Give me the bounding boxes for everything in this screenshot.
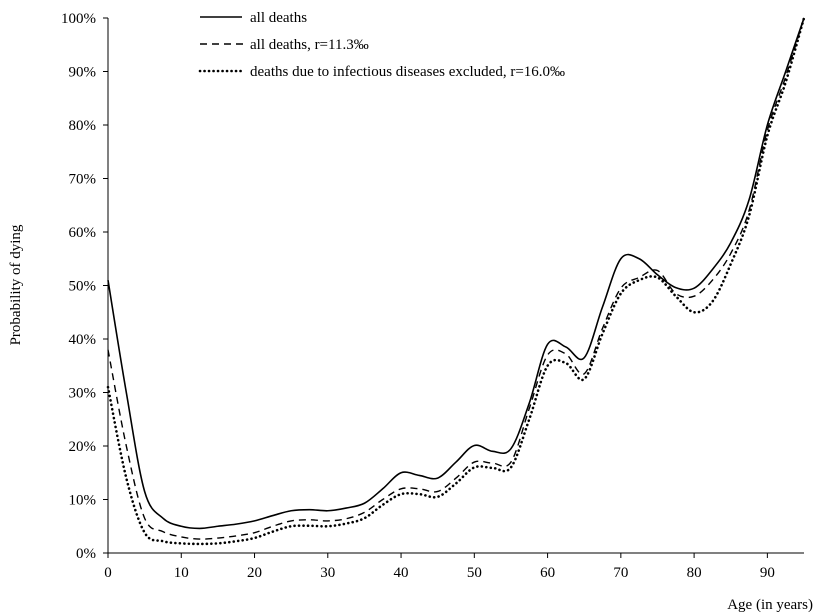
x-tick-label: 80 [687,565,702,581]
series-line-solid [107,17,805,530]
x-axis-ticks: 0 10 20 30 40 50 60 70 80 90 [104,553,775,581]
y-tick-label: 40% [69,332,97,348]
x-axis-title: Age (in years) [727,597,813,613]
y-tick-label: 70% [69,172,97,188]
y-tick-label: 60% [69,225,97,241]
legend-label: all deaths, r=11.3‰ [250,37,369,53]
y-tick-label: 20% [69,439,97,455]
legend-label: deaths due to infectious diseases exclud… [250,64,565,80]
series-lines [106,16,806,546]
y-tick-label: 30% [69,386,97,402]
y-tick-label: 90% [69,65,97,81]
legend-item-infectious-excluded: deaths due to infectious diseases exclud… [198,64,565,80]
series-line-dashed [107,17,805,540]
y-tick-label: 10% [69,493,97,509]
x-tick-label: 50 [467,565,482,581]
x-tick-label: 20 [247,565,262,581]
x-tick-label: 10 [174,565,189,581]
series-line-dotted [106,16,806,546]
y-tick-label: 80% [69,118,97,134]
x-tick-label: 60 [540,565,555,581]
y-axis-ticks: 0% 10% 20% 30% 40% 50% 60% 70% 80% 90% 100% [61,11,108,562]
plot-area: 0% 10% 20% 30% 40% 50% 60% 70% 80% 90% 100% 0 10 20 3… [61,11,806,581]
legend-item-all-deaths-r: all deaths, r=11.3‰ [200,37,369,53]
x-tick-label: 0 [104,565,112,581]
legend-item-all-deaths: all deaths [200,10,307,26]
legend: all deaths all deaths, r=11.3‰ deaths du… [198,10,565,80]
x-tick-label: 30 [320,565,335,581]
legend-label: all deaths [250,10,307,26]
y-tick-label: 0% [76,546,96,562]
y-tick-label: 50% [69,279,97,295]
y-tick-label: 100% [61,11,96,27]
y-axis-title: Probability of dying [8,224,24,345]
x-tick-label: 90 [760,565,775,581]
x-tick-label: 40 [394,565,409,581]
x-tick-label: 70 [613,565,628,581]
